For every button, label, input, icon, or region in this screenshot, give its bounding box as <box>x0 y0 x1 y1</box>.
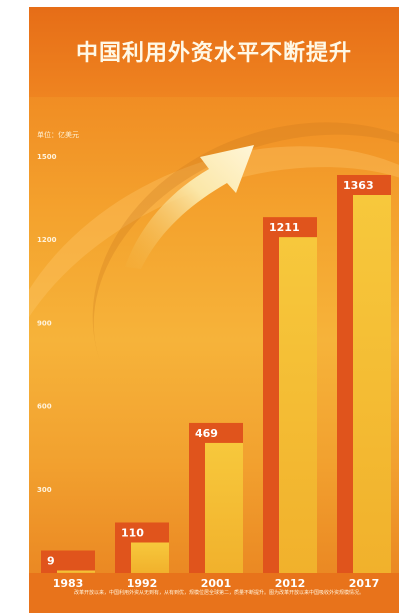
y-tick-label: 1500 <box>37 153 57 161</box>
y-tick-label: 300 <box>37 486 52 494</box>
bar <box>57 570 95 573</box>
y-tick-label: 900 <box>37 319 52 327</box>
y-tick-label: 600 <box>37 403 52 411</box>
x-category-label: 1992 <box>127 577 158 590</box>
bar-chart: 1500 1200 900 600 300 9 110 469 1211 1363 1983 19… <box>37 145 391 590</box>
bar-value-label: 469 <box>195 427 218 440</box>
bar <box>353 194 391 573</box>
bar-value-label: 9 <box>47 555 55 568</box>
x-category-label: 1983 <box>53 577 84 590</box>
bottom-band <box>29 573 399 613</box>
bar <box>205 442 243 573</box>
bar <box>279 237 317 573</box>
chart-title: 中国利用外资水平不断提升 <box>75 41 352 66</box>
bar-value-label: 1363 <box>343 179 374 192</box>
y-tick-label: 1200 <box>37 236 57 244</box>
x-category-label: 2017 <box>349 577 380 590</box>
footnote: 改革开放以来，中国利用外资从无到有，从有到优，规模位居全球第二，质量不断提升。图… <box>73 590 364 596</box>
unit-label: 单位：亿美元 <box>37 131 79 139</box>
bar-value-label: 110 <box>121 526 144 539</box>
bar <box>131 542 169 573</box>
x-category-label: 2012 <box>275 577 306 590</box>
bar-back <box>41 550 95 573</box>
title-band <box>29 7 399 97</box>
bar-value-label: 1211 <box>269 221 300 234</box>
x-category-label: 2001 <box>201 577 232 590</box>
rising-arrow-icon <box>125 145 254 269</box>
